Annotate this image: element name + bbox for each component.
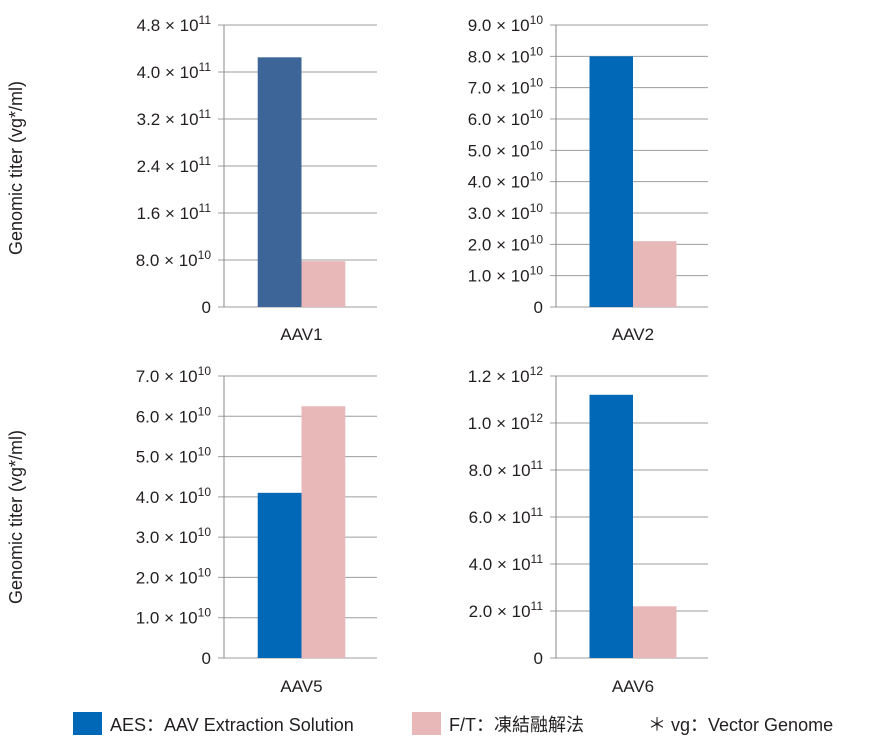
bar-aav2-aes (589, 56, 633, 308)
y-tick-label: 8.0 × 1011 (469, 458, 544, 480)
x-category-label: AAV2 (612, 325, 654, 344)
bar-aav1-ft (301, 261, 346, 307)
y-tick-label: 2.0 × 1010 (136, 565, 212, 587)
y-tick-label: 1.0 × 1012 (468, 411, 544, 433)
y-tick-label: 3.2 × 1011 (137, 107, 212, 129)
y-tick-label: 4.0 × 1011 (469, 552, 544, 574)
bar-aav5-ft (301, 406, 346, 658)
legend-label-ft: F/T：凍結融解法 (449, 715, 584, 735)
legend: AES：AAV Extraction Solution F/T：凍結融解法 ＊ … (73, 712, 833, 735)
chart-aav6: 0 2.0 × 1011 4.0 × 1011 6.0 × 1011 8.0 × 101… (468, 364, 708, 696)
legend-swatch-ft (412, 712, 441, 735)
legend-swatch-aes (73, 712, 102, 735)
y-tick-label: 4.8 × 1011 (137, 13, 212, 35)
y-tick-label: 0 (202, 298, 211, 317)
bar-aav6-aes (589, 394, 633, 658)
chart-aav1: 0 8.0 × 1010 1.6 × 1011 2.4 × 1011 3.2 × 101… (136, 13, 377, 344)
y-tick-label: 2.0 × 1011 (469, 599, 544, 621)
y-tick-label: 0 (202, 649, 211, 668)
chart-aav2: 0 1.0 × 1010 2.0 × 1010 3.0 × 1010 4.0 × 101… (468, 13, 708, 344)
y-tick-label: 3.0 × 1010 (468, 201, 544, 223)
legend-label-aes: AES：AAV Extraction Solution (110, 715, 354, 735)
y-tick-label: 2.4 × 1011 (137, 154, 212, 176)
y-tick-label: 1.0 × 1010 (136, 606, 212, 628)
y-tick-label: 6.0 × 1010 (136, 404, 212, 426)
y-tick-label: 9.0 × 1010 (468, 13, 544, 35)
y-tick-label: 0 (534, 649, 543, 668)
bar-aav2-ft (633, 241, 677, 307)
y-tick-label: 7.0 × 1010 (136, 364, 212, 386)
y-tick-label: 8.0 × 1010 (136, 248, 212, 270)
y-axis-label-bottom: Genomic titer (vg*/ml) (6, 430, 26, 604)
chart-panels: 0 8.0 × 1010 1.6 × 1011 2.4 × 1011 3.2 × 101… (136, 13, 708, 696)
x-category-label: AAV6 (612, 677, 654, 696)
y-tick-label: 5.0 × 1010 (468, 138, 544, 160)
bar-aav6-ft (633, 606, 677, 658)
y-tick-label: 0 (534, 298, 543, 317)
y-tick-label: 4.0 × 1011 (137, 60, 212, 82)
x-category-label: AAV1 (280, 325, 322, 344)
y-tick-label: 1.2 × 1012 (468, 364, 544, 386)
y-tick-label: 1.6 × 1011 (137, 201, 212, 223)
y-tick-label: 5.0 × 1010 (136, 445, 212, 467)
y-tick-label: 7.0 × 1010 (468, 76, 544, 98)
x-category-label: AAV5 (280, 677, 322, 696)
y-tick-label: 3.0 × 1010 (136, 525, 212, 547)
legend-note-vg: ＊ vg：Vector Genome (648, 715, 833, 735)
bar-aav1-aes (257, 57, 302, 307)
bar-aav5-aes (257, 492, 302, 658)
y-tick-label: 4.0 × 1010 (468, 170, 544, 192)
y-tick-label: 6.0 × 1010 (468, 107, 544, 129)
y-tick-label: 4.0 × 1010 (136, 485, 212, 507)
y-tick-label: 1.0 × 1010 (468, 264, 544, 286)
y-axis-label-top: Genomic titer (vg*/ml) (6, 81, 26, 255)
y-tick-label: 2.0 × 1010 (468, 232, 544, 254)
y-tick-label: 6.0 × 1011 (469, 505, 544, 527)
y-tick-label: 8.0 × 1010 (468, 44, 544, 66)
chart-aav5: 0 1.0 × 1010 2.0 × 1010 3.0 × 1010 4.0 × 101… (136, 364, 377, 696)
